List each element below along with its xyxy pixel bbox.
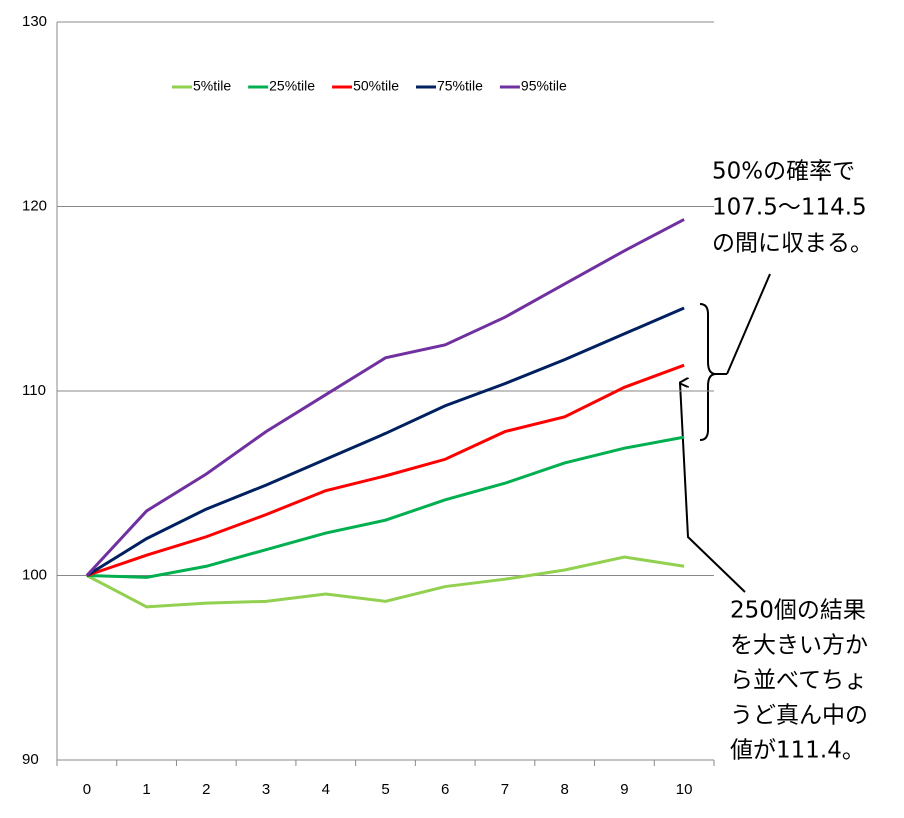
x-tick-label: 7 — [501, 781, 509, 798]
callout-line — [726, 273, 771, 375]
y-tick-label: 110 — [22, 382, 46, 399]
x-tick-label: 3 — [262, 781, 270, 798]
annotation: 107.5〜114.5 — [712, 195, 867, 221]
series-line — [86, 306, 685, 577]
x-tick-label: 0 — [83, 781, 91, 798]
x-tick-label: 6 — [441, 781, 449, 798]
legend-label: 95%tile — [521, 78, 567, 94]
annotation: ら並べてちょ — [730, 668, 867, 694]
annotation: 250個の結果 — [730, 598, 866, 624]
series-line — [86, 363, 685, 577]
y-tick-label: 120 — [22, 197, 47, 214]
brace — [699, 303, 727, 441]
annotation: の間に収まる。 — [712, 231, 873, 257]
annotation: 50%の確率で — [712, 159, 855, 185]
series-line — [86, 555, 685, 609]
x-tick-label: 8 — [561, 781, 569, 798]
x-tick-label: 10 — [676, 781, 693, 798]
annotation: 値が111.4。 — [730, 738, 865, 764]
legend-label: 50%tile — [353, 78, 399, 94]
y-tick-label: 100 — [22, 566, 47, 583]
x-tick-label: 4 — [322, 781, 330, 798]
x-tick-label: 9 — [620, 781, 628, 798]
legend-label: 75%tile — [437, 78, 483, 94]
x-tick-label: 2 — [202, 781, 210, 798]
legend-label: 5%tile — [193, 78, 231, 94]
series-line — [86, 435, 685, 579]
y-tick-label: 130 — [22, 13, 47, 30]
x-tick-label: 1 — [142, 781, 150, 798]
series-line — [85, 218, 685, 577]
y-tick-label: 90 — [22, 751, 39, 768]
legend-label: 25%tile — [269, 78, 315, 94]
arrow — [680, 383, 746, 593]
annotation: を大きい方か — [730, 633, 868, 659]
annotation: うど真ん中の — [730, 703, 868, 729]
x-tick-label: 5 — [381, 781, 389, 798]
